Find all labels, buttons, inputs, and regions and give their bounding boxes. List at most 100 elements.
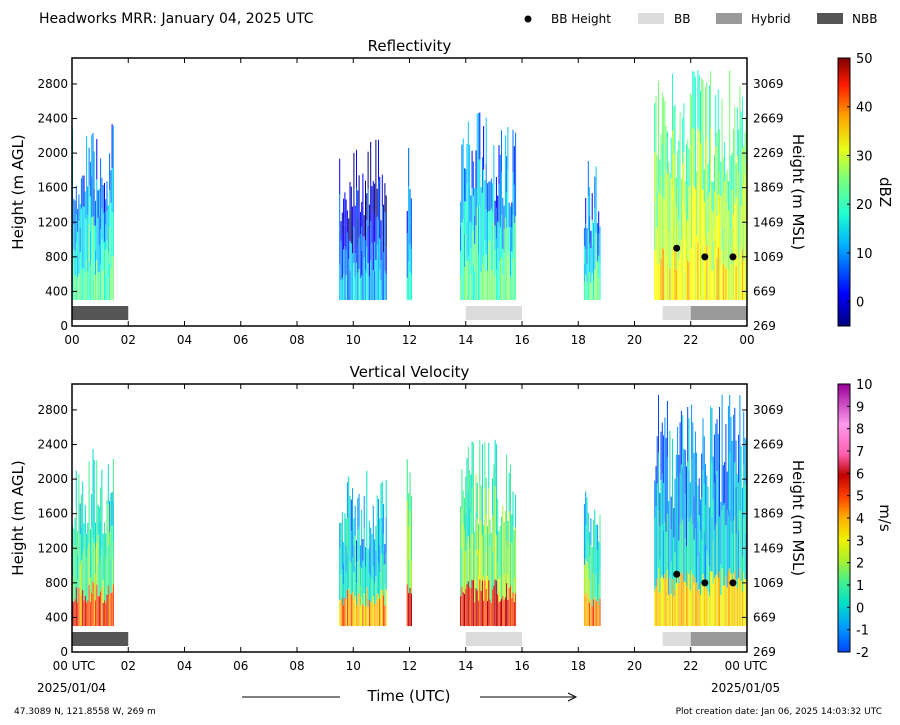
echo-cell <box>707 266 709 301</box>
echo-cell <box>462 490 464 525</box>
echo-cell <box>698 187 700 244</box>
echo-cell <box>515 258 517 301</box>
echo-cell <box>361 275 363 301</box>
echo-cell <box>692 422 694 474</box>
echo-cell <box>370 181 372 221</box>
echo-cell <box>675 177 677 209</box>
echo-cell <box>515 527 517 561</box>
echo-cell <box>724 221 726 261</box>
echo-cell <box>84 245 86 273</box>
echo-cell <box>462 178 464 220</box>
echo-cell <box>345 545 347 573</box>
echo-cell <box>480 555 482 591</box>
echo-cell <box>712 498 714 542</box>
colorbar-tick-label: 6 <box>856 467 864 482</box>
echo-cell <box>467 210 469 256</box>
echo-cell <box>598 583 600 605</box>
echo-cell <box>384 241 386 271</box>
legend-bb-swatch <box>638 13 664 24</box>
echo-cell <box>664 100 666 151</box>
echo-cell <box>80 560 82 594</box>
echo-cell <box>719 406 720 462</box>
echo-cell <box>511 542 513 571</box>
echo-cell <box>362 173 364 206</box>
echo-cell <box>383 252 385 277</box>
echo-cell <box>591 547 593 567</box>
echo-cell <box>721 98 723 150</box>
echo-cell <box>86 218 88 260</box>
echo-cell <box>702 79 704 135</box>
echo-cell <box>84 565 86 596</box>
echo-cell <box>693 186 695 243</box>
echo-cell <box>409 189 411 217</box>
echo-cell <box>356 262 357 301</box>
echo-cell <box>703 578 705 626</box>
echo-cell <box>733 573 734 627</box>
echo-cell <box>490 602 492 626</box>
echo-cell <box>672 532 673 580</box>
echo-cell <box>730 155 732 192</box>
echo-cell <box>340 260 342 281</box>
echo-cell <box>587 569 589 598</box>
echo-cell <box>381 206 383 238</box>
echo-cell <box>102 602 104 627</box>
legend-label: BB <box>674 12 690 26</box>
echo-cell <box>698 552 700 590</box>
echo-cell <box>357 562 359 595</box>
echo-cell <box>710 461 712 517</box>
echo-cell <box>716 216 718 259</box>
echo-cell <box>596 223 598 243</box>
echo-cell <box>385 516 387 554</box>
echo-cell <box>715 474 717 525</box>
echo-cell <box>95 574 96 601</box>
echo-cell <box>345 199 347 225</box>
echo-cell <box>730 264 732 301</box>
echo-cell <box>370 142 372 182</box>
echo-cell <box>476 590 478 627</box>
echo-cell <box>376 272 378 301</box>
echo-cell <box>380 483 382 519</box>
echo-cell <box>462 259 464 300</box>
echo-cell <box>665 579 667 626</box>
echo-cell <box>358 560 360 593</box>
echo-cell <box>339 194 341 230</box>
echo-cell <box>378 499 379 531</box>
echo-cell <box>731 189 733 227</box>
echo-cell <box>470 588 472 627</box>
classification-bar-bb <box>662 306 691 320</box>
echo-cell <box>485 477 487 515</box>
echo-cell <box>735 579 737 627</box>
echo-cell <box>476 206 478 254</box>
echo-cell <box>585 525 587 559</box>
echo-cell <box>679 422 681 474</box>
echo-cell <box>711 571 713 627</box>
echo-cell <box>689 554 691 591</box>
echo-cell <box>93 262 95 301</box>
echo-cell <box>510 464 511 506</box>
echo-cell <box>736 155 738 204</box>
echo-cell <box>493 545 495 586</box>
echo-cell <box>678 140 680 181</box>
echo-cell <box>716 132 718 175</box>
echo-cell <box>82 590 84 627</box>
echo-cell <box>495 177 497 208</box>
echo-cell <box>493 504 495 546</box>
echo-cell <box>381 590 383 627</box>
echo-cell <box>658 81 659 136</box>
echo-cell <box>725 236 727 269</box>
x-tick-label: 00 UTC <box>53 659 96 673</box>
echo-region <box>339 470 387 627</box>
echo-cell <box>734 203 736 252</box>
echo-cell <box>698 478 700 516</box>
echo-cell <box>664 200 666 251</box>
echo-cell <box>654 553 656 590</box>
echo-cell <box>339 158 341 194</box>
echo-cell <box>87 186 89 215</box>
echo-cell <box>692 473 694 525</box>
echo-cell <box>348 551 350 589</box>
echo-cell <box>515 593 517 627</box>
echo-cell <box>95 600 96 627</box>
echo-cell <box>694 577 696 626</box>
echo-cell <box>363 561 365 594</box>
echo-cell <box>359 256 361 279</box>
